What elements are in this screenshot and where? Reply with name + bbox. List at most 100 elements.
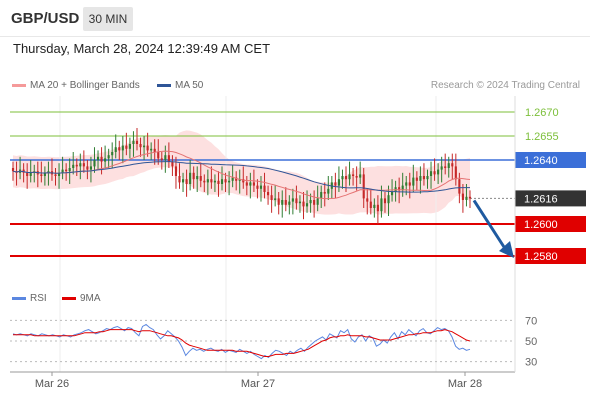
price-level-label-4: 1.2600 xyxy=(524,219,558,231)
candle-body xyxy=(274,198,277,200)
symbol-title: GBP/USD xyxy=(11,10,80,27)
candle-body xyxy=(369,201,372,208)
candle-body xyxy=(415,177,418,181)
candle-body xyxy=(313,200,316,205)
candle-body xyxy=(54,174,57,176)
candle-body xyxy=(373,204,376,208)
price-level-label-3: 1.2616 xyxy=(524,193,558,205)
rsi-ma-line xyxy=(13,329,471,357)
rsi-ma-swatch-icon xyxy=(62,296,76,300)
price-level-tag-2 xyxy=(515,152,586,168)
candle-body xyxy=(242,179,245,183)
candle-body xyxy=(249,182,252,186)
legend-ma50-label: MA 50 xyxy=(175,80,204,91)
legend-rsi-ma-label: 9MA xyxy=(80,293,101,304)
candle-body xyxy=(252,182,255,186)
candle-body xyxy=(79,163,82,167)
candle-body xyxy=(206,179,209,183)
candle-body xyxy=(383,198,387,204)
candle-body xyxy=(302,201,305,207)
forecast-arrow-head-icon xyxy=(499,241,514,258)
rsi-line xyxy=(12,323,471,360)
candle-body xyxy=(337,179,340,186)
candle-body xyxy=(440,166,443,170)
candle-body xyxy=(100,156,103,162)
candle-body xyxy=(433,171,436,175)
candle-body xyxy=(288,201,291,205)
price-level-label-2: 1.2640 xyxy=(524,155,558,167)
candle-body xyxy=(228,180,231,183)
legend-ma20-label: MA 20 + Bollinger Bands xyxy=(30,80,140,91)
forecast-arrow-shaft xyxy=(472,199,506,248)
candle-body xyxy=(47,171,50,173)
candle-body xyxy=(125,145,128,149)
candle-body xyxy=(295,198,298,204)
candle-body xyxy=(458,179,461,194)
candle-body xyxy=(334,182,337,186)
candle-body xyxy=(107,155,110,159)
candle-body xyxy=(327,188,330,194)
candle-body xyxy=(281,200,284,205)
candle-body xyxy=(376,204,379,212)
candle-body xyxy=(291,198,294,202)
candle-body xyxy=(405,182,408,186)
chart-header: GBP/USD 30 MIN xyxy=(0,0,590,36)
credit-text: Research © 2024 Trading Central xyxy=(430,80,580,91)
candle-body xyxy=(419,176,422,181)
candle-body xyxy=(143,145,146,148)
x-tick-label-2: Mar 28 xyxy=(448,378,482,390)
ma20-swatch-icon xyxy=(12,83,26,87)
candle-body xyxy=(153,148,156,152)
candle-body xyxy=(104,158,107,162)
candle-body xyxy=(160,158,163,160)
price-level-tag-3 xyxy=(515,190,586,207)
candle-body xyxy=(426,176,429,180)
ma50-line xyxy=(12,161,470,193)
candle-body xyxy=(429,171,433,176)
candle-body xyxy=(96,156,100,160)
candle-body xyxy=(213,180,216,183)
candle-body xyxy=(320,192,323,199)
candle-body xyxy=(146,145,149,151)
candle-body xyxy=(132,140,135,144)
candle-body xyxy=(203,180,206,183)
candle-body xyxy=(11,168,15,172)
candle-body xyxy=(408,182,411,186)
x-tick-label-0: Mar 26 xyxy=(35,378,69,390)
candle-body xyxy=(352,174,355,176)
candle-body xyxy=(128,144,131,149)
candle-body xyxy=(447,163,450,168)
candle-body xyxy=(323,192,326,194)
candle-body xyxy=(217,180,220,184)
candle-body xyxy=(68,168,71,172)
price-level-label-5: 1.2580 xyxy=(524,251,558,263)
candle-body xyxy=(196,176,199,180)
candle-body xyxy=(89,166,93,170)
interval-button[interactable]: 30 MIN xyxy=(83,7,133,31)
candle-body xyxy=(267,192,270,196)
candle-body xyxy=(380,198,383,212)
candle-body xyxy=(398,187,401,191)
candle-body xyxy=(465,196,468,200)
candle-body xyxy=(366,198,369,202)
candle-body xyxy=(111,152,114,156)
candle-body xyxy=(245,182,248,186)
candle-body xyxy=(26,172,29,176)
candle-body xyxy=(185,179,188,184)
candle-body xyxy=(40,174,43,176)
rsi-level-label-0: 70 xyxy=(525,315,537,327)
candle-body xyxy=(305,203,309,207)
candle-body xyxy=(167,155,170,162)
price-level-label-1: 1.2655 xyxy=(525,131,559,143)
candle-body xyxy=(277,198,280,205)
candle-body xyxy=(401,185,404,191)
candle-body xyxy=(118,147,121,151)
candle-body xyxy=(210,179,213,183)
candle-body xyxy=(259,185,263,189)
price-level-tag-4 xyxy=(515,216,586,232)
candle-body xyxy=(270,195,273,200)
candle-body xyxy=(344,176,348,180)
candle-body xyxy=(43,172,46,176)
candle-body xyxy=(444,166,447,168)
